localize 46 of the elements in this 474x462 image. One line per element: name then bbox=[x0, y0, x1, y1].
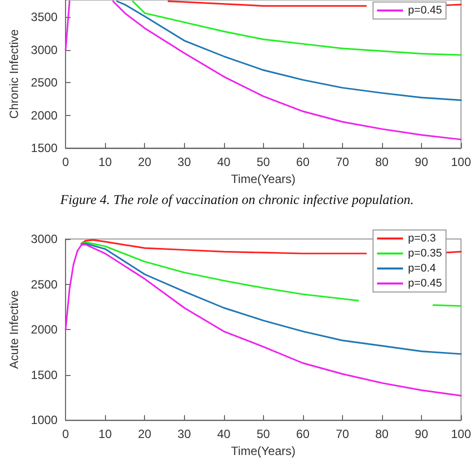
x-tick-label: 10 bbox=[98, 427, 112, 442]
y-tick-label: 1500 bbox=[30, 368, 58, 382]
x-axis-title: Time(Years) bbox=[231, 444, 296, 458]
x-tick-label: 70 bbox=[336, 155, 350, 169]
line-series bbox=[116, 0, 462, 101]
x-tick-label: 50 bbox=[256, 427, 270, 442]
line-series bbox=[80, 242, 462, 355]
x-tick-label: 100 bbox=[450, 155, 472, 169]
y-tick-label: 2500 bbox=[30, 76, 58, 90]
y-tick-label: 2000 bbox=[30, 322, 58, 337]
line-series bbox=[64, 244, 462, 396]
y-tick-label: 3000 bbox=[30, 232, 58, 246]
y-tick-label: 1000 bbox=[30, 413, 58, 428]
legend-label: p=0.4 bbox=[408, 262, 436, 274]
y-tick-label: 2000 bbox=[30, 108, 58, 122]
y-tick-label: 3000 bbox=[30, 42, 58, 57]
legend-label: p=0.45 bbox=[408, 278, 442, 290]
legend-label: p=0.45 bbox=[408, 4, 442, 16]
x-tick-label: 20 bbox=[138, 155, 152, 169]
x-tick-label: 40 bbox=[217, 427, 231, 442]
x-tick-label: 80 bbox=[375, 155, 389, 169]
x-tick-label: 100 bbox=[450, 427, 472, 442]
x-tick-label: 50 bbox=[256, 155, 270, 169]
legend-label: p=0.3 bbox=[408, 232, 436, 244]
x-tick-label: 30 bbox=[178, 427, 192, 442]
x-tick-label: 90 bbox=[414, 155, 428, 169]
x-tick-label: 60 bbox=[296, 155, 310, 169]
y-axis-title: Acute Infective bbox=[7, 290, 21, 369]
x-tick-label: 0 bbox=[62, 427, 70, 442]
y-axis-title: Chronic Infective bbox=[7, 28, 21, 119]
x-tick-label: 30 bbox=[178, 155, 192, 169]
line-series bbox=[132, 0, 462, 56]
x-tick-label: 0 bbox=[62, 155, 70, 169]
x-axis-title: Time(Years) bbox=[231, 172, 296, 186]
x-tick-label: 70 bbox=[336, 427, 350, 442]
legend-label: p=0.35 bbox=[408, 248, 442, 260]
y-tick-label: 1500 bbox=[30, 141, 58, 155]
x-tick-label: 10 bbox=[98, 155, 112, 169]
y-tick-label: 2500 bbox=[30, 277, 58, 292]
x-tick-label: 80 bbox=[375, 427, 389, 442]
x-tick-label: 90 bbox=[414, 427, 428, 442]
x-tick-label: 40 bbox=[217, 155, 231, 169]
caption: Figure 4. The role of vaccination on chronic infective population. bbox=[59, 192, 415, 208]
x-tick-label: 60 bbox=[296, 427, 310, 442]
y-tick-label: 3500 bbox=[30, 10, 58, 24]
x-tick-label: 20 bbox=[138, 427, 152, 442]
